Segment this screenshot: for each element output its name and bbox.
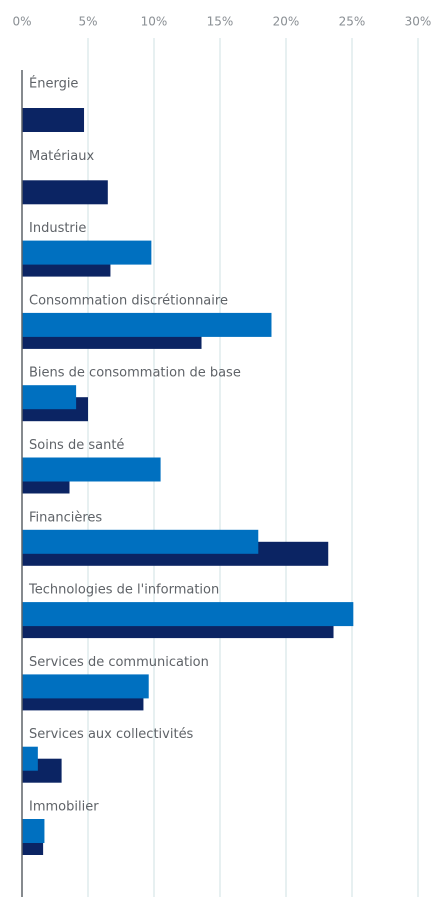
- x-tick-label: 15%: [207, 15, 234, 29]
- category-label: Services de communication: [29, 655, 209, 670]
- bar: [22, 746, 38, 771]
- category-label: Technologies de l'information: [28, 583, 219, 598]
- category-label: Matériaux: [29, 149, 94, 164]
- x-tick-label: 20%: [273, 15, 300, 29]
- bar: [22, 108, 85, 132]
- x-tick-label: 25%: [339, 15, 366, 29]
- x-tick-label: 0%: [12, 15, 31, 29]
- category-label: Énergie: [29, 76, 78, 92]
- category-label: Services aux collectivités: [29, 727, 194, 742]
- bar: [22, 529, 259, 554]
- x-tick-label: 30%: [405, 15, 432, 29]
- x-tick-label: 5%: [78, 15, 97, 29]
- category-label: Soins de santé: [29, 438, 124, 453]
- category-label: Biens de consommation de base: [29, 366, 241, 381]
- bar: [22, 457, 161, 482]
- bar: [22, 180, 108, 205]
- category-label: Consommation discrétionnaire: [29, 293, 228, 308]
- category-label: Immobilier: [29, 800, 99, 815]
- bar: [22, 674, 149, 699]
- bar: [22, 602, 354, 627]
- category-label: Financières: [29, 510, 102, 525]
- bar: [22, 385, 77, 410]
- bar: [22, 312, 272, 337]
- x-tick-label: 10%: [141, 15, 168, 29]
- bar: [22, 240, 152, 265]
- category-label: Industrie: [29, 221, 86, 236]
- bar: [22, 819, 45, 843]
